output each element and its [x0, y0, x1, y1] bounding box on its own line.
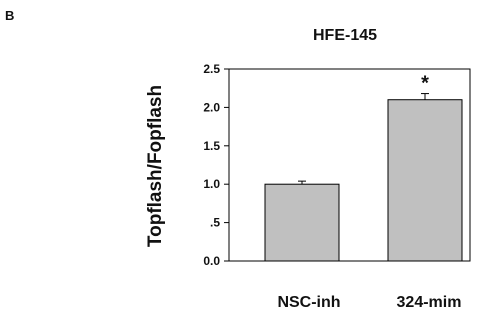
chart-title: HFE-145 — [313, 27, 377, 44]
y-tick-label: 2.0 — [203, 100, 220, 114]
category-label: 324-mim — [397, 294, 462, 311]
y-tick-label: 1.0 — [203, 177, 220, 191]
significance-marker: * — [421, 73, 429, 95]
plot-frame — [228, 68, 471, 262]
panel-label: B — [5, 8, 14, 23]
y-axis-label: Topflash/Fopflash — [145, 85, 166, 247]
y-tick-label: .5 — [210, 216, 220, 230]
bar-nsc-inh — [264, 183, 340, 262]
plot-area: 0.0 .5 1.0 1.5 2.0 2.5 NSC-inh * 324-mim — [203, 62, 471, 311]
y-tick-label: 0.0 — [203, 254, 220, 268]
y-tick-label: 2.5 — [203, 62, 220, 76]
y-tick-label: 1.5 — [203, 139, 220, 153]
bar-324-mim — [387, 99, 463, 262]
category-label: NSC-inh — [277, 294, 340, 311]
